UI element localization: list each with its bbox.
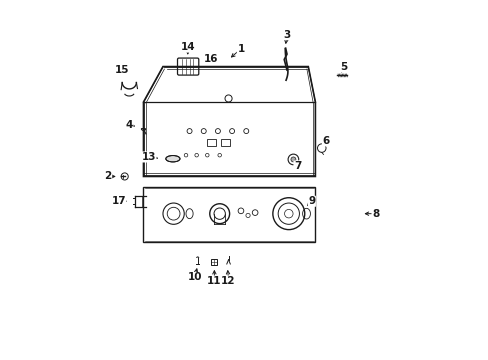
Bar: [211, 259, 216, 265]
Text: 6: 6: [322, 136, 329, 146]
Bar: [221, 139, 230, 146]
Text: 3: 3: [283, 30, 290, 40]
Text: 4: 4: [125, 120, 133, 130]
Text: 12: 12: [221, 276, 235, 286]
Ellipse shape: [165, 156, 180, 162]
Text: 10: 10: [187, 273, 202, 283]
Text: 11: 11: [207, 276, 221, 286]
Text: 5: 5: [340, 62, 346, 72]
Text: 15: 15: [115, 65, 129, 75]
Circle shape: [290, 157, 295, 162]
Text: 16: 16: [203, 54, 218, 64]
Text: 9: 9: [307, 196, 315, 206]
Text: 17: 17: [111, 196, 126, 206]
Text: 14: 14: [180, 42, 195, 52]
Text: 7: 7: [293, 161, 301, 171]
Bar: [207, 139, 216, 146]
Text: 13: 13: [141, 152, 156, 162]
Text: 8: 8: [371, 209, 379, 219]
Text: 1: 1: [237, 44, 244, 54]
Text: 2: 2: [104, 171, 111, 181]
